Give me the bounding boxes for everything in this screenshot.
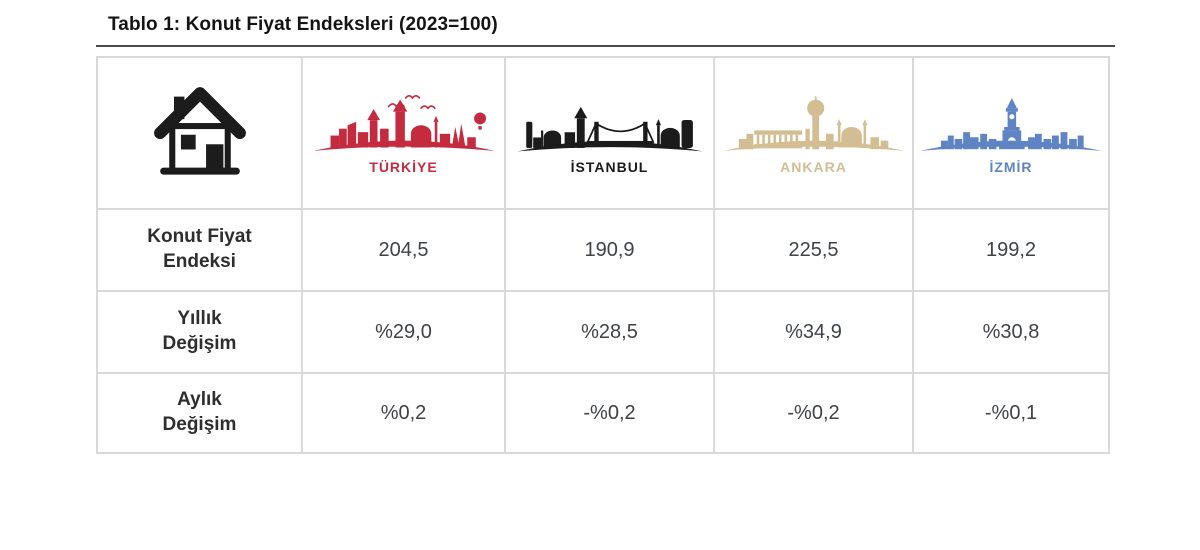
header-cell-ankara: ANKARA [715, 58, 912, 208]
value-cell-yillik-izmir: %30,8 [914, 292, 1108, 372]
row-header-aylik-degisim: Aylık Değişim [98, 374, 301, 452]
izmir-skyline-icon [920, 97, 1102, 151]
value-text: %30,8 [982, 320, 1040, 343]
header-cell-house [98, 58, 301, 208]
value-text: -%0,1 [984, 401, 1038, 424]
value-text: 190,9 [584, 238, 635, 261]
value-text: %0,2 [380, 401, 427, 424]
figure-container: Tablo 1: Konut Fiyat Endeksleri (2023=10… [96, 12, 1115, 454]
istanbul-skyline-icon [516, 106, 703, 152]
value-text: %28,5 [581, 320, 638, 343]
value-cell-yillik-ankara: %34,9 [715, 292, 912, 372]
column-label-izmir: İZMİR [989, 159, 1033, 175]
table-title: Tablo 1: Konut Fiyat Endeksleri (2023=10… [108, 14, 498, 35]
value-cell-yillik-istanbul: %28,5 [506, 292, 713, 372]
value-cell-endeks-ankara: 225,5 [715, 210, 912, 290]
value-cell-aylik-istanbul: -%0,2 [506, 374, 713, 452]
column-label-ankara: ANKARA [780, 159, 847, 175]
value-cell-aylik-izmir: -%0,1 [914, 374, 1108, 452]
value-cell-aylik-ankara: -%0,2 [715, 374, 912, 452]
column-label-turkiye: TÜRKİYE [369, 159, 438, 175]
row-label-line: Değişim [162, 333, 237, 354]
row-label-line: Yıllık [177, 308, 222, 330]
value-cell-endeks-turkiye: 204,5 [303, 210, 504, 290]
row-label-line: Değişim [162, 414, 237, 435]
value-text: 225,5 [788, 238, 839, 261]
value-cell-endeks-istanbul: 190,9 [506, 210, 713, 290]
title-underline [96, 45, 1115, 47]
row-label-line: Aylık [177, 389, 222, 411]
header-cell-istanbul: İSTANBUL [506, 58, 713, 208]
column-label-istanbul: İSTANBUL [570, 159, 649, 175]
row-header-yillik-degisim: Yıllık Değişim [98, 292, 301, 372]
header-cell-izmir: İZMİR [914, 58, 1108, 208]
value-text: 199,2 [985, 238, 1037, 261]
row-label-line: Endeksi [163, 251, 236, 272]
value-text: %34,9 [785, 320, 842, 343]
value-cell-yillik-turkiye: %29,0 [303, 292, 504, 372]
value-cell-aylik-turkiye: %0,2 [303, 374, 504, 452]
turkiye-skyline-icon [312, 94, 495, 151]
ankara-skyline-icon [722, 96, 905, 151]
housing-price-index-table: TÜRKİYE [96, 56, 1110, 454]
value-text: -%0,2 [583, 401, 636, 424]
row-label-line: Konut Fiyat [147, 226, 252, 248]
value-text: %29,0 [375, 320, 432, 343]
header-cell-turkiye: TÜRKİYE [303, 58, 504, 208]
value-text: -%0,2 [787, 401, 840, 424]
value-text: 204,5 [378, 238, 429, 261]
house-icon [153, 87, 246, 175]
value-cell-endeks-izmir: 199,2 [914, 210, 1108, 290]
row-header-konut-fiyat-endeksi: Konut Fiyat Endeksi [98, 210, 301, 290]
